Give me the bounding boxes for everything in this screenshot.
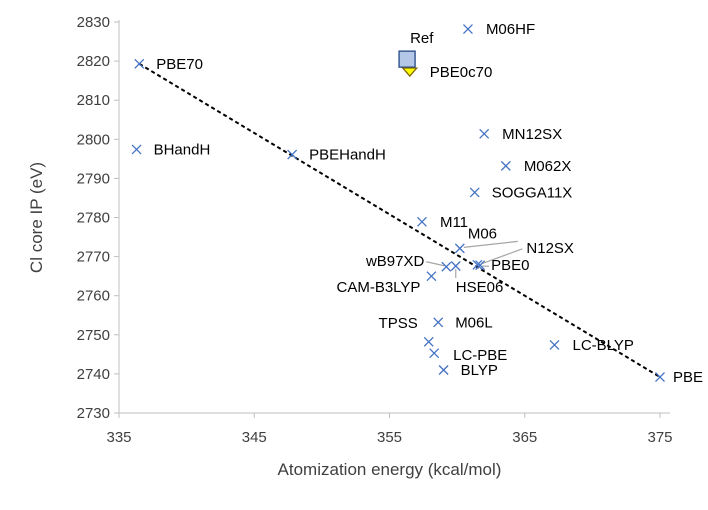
label-bhandh: BHandH xyxy=(154,141,211,158)
label-pbe: PBE xyxy=(673,369,703,386)
label-m062x: M062X xyxy=(524,158,572,175)
label-pbe70: PBE70 xyxy=(156,56,203,73)
point-tpss xyxy=(423,336,434,347)
y-tick-label: 2770 xyxy=(77,249,110,266)
point-pbe70 xyxy=(134,58,145,69)
point-m06hf xyxy=(462,24,473,34)
point-pbe0c70 xyxy=(401,67,419,77)
label-mn12sx: MN12SX xyxy=(502,126,562,143)
label-cam-b3lyp: CAM-B3LYP xyxy=(337,279,421,296)
point-pbe xyxy=(655,372,665,382)
x-tick-label: 355 xyxy=(377,429,402,446)
point-m062x xyxy=(500,160,511,171)
point-lc-blyp xyxy=(549,340,560,350)
x-tick-label: 375 xyxy=(647,429,672,446)
point-bhandh xyxy=(131,144,142,155)
data-points xyxy=(131,24,665,382)
label-lc-pbe: LC-PBE xyxy=(453,347,507,364)
data-labels: PBE70 BHandH PBEHandH M06HF MN12SX M062X SOGGA… xyxy=(154,21,703,386)
leader-line xyxy=(481,248,523,265)
label-tpss: TPSS xyxy=(379,315,418,332)
label-blyp: BLYP xyxy=(461,362,498,379)
trendline xyxy=(138,62,661,378)
leader-lines xyxy=(426,240,523,278)
y-tick-label: 2800 xyxy=(77,131,110,148)
label-lc-blyp: LC-BLYP xyxy=(573,337,634,354)
label-sogga11x: SOGGA11X xyxy=(492,184,573,201)
label-pbe0c70: PBE0c70 xyxy=(430,64,493,81)
point-ref xyxy=(398,50,416,68)
point-pbe0 xyxy=(475,260,486,271)
point-n12sx xyxy=(472,259,483,270)
point-pbehandh xyxy=(287,149,298,160)
label-m06hf: M06HF xyxy=(486,21,535,38)
leader-line xyxy=(426,261,445,267)
label-pbe0: PBE0 xyxy=(491,257,529,274)
axes: 335 345 355 365 375 2730 2740 2750 2760 2770 2780 2… xyxy=(77,14,673,446)
x-tick-label: 335 xyxy=(106,429,131,446)
point-lc-pbe xyxy=(429,348,440,359)
y-tick-label: 2810 xyxy=(77,92,110,109)
point-mn12sx xyxy=(479,128,490,139)
x-axis-title: Atomization energy (kcal/mol) xyxy=(278,460,502,479)
label-n12sx: N12SX xyxy=(526,240,574,257)
label-ref: Ref xyxy=(410,30,434,47)
point-sogga11x xyxy=(469,187,480,198)
x-tick-label: 345 xyxy=(242,429,267,446)
point-blyp xyxy=(438,365,449,375)
label-m11: M11 xyxy=(440,214,468,231)
point-cam-b3lyp xyxy=(426,271,437,282)
y-axis-title: Cl core IP (eV) xyxy=(27,162,46,273)
point-m11 xyxy=(417,216,427,227)
y-tick-label: 2740 xyxy=(77,366,110,383)
point-m06l xyxy=(433,317,444,328)
y-tick-label: 2820 xyxy=(77,53,110,70)
leader-line xyxy=(463,240,518,248)
y-tick-label: 2830 xyxy=(77,14,110,31)
y-tick-label: 2750 xyxy=(77,327,110,344)
label-m06: M06 xyxy=(468,225,497,242)
label-hse06: HSE06 xyxy=(456,279,504,296)
x-tick-label: 365 xyxy=(512,429,537,446)
point-m06 xyxy=(454,243,465,254)
y-tick-label: 2790 xyxy=(77,170,110,187)
y-tick-label: 2730 xyxy=(77,405,110,422)
point-hse06 xyxy=(450,261,461,271)
label-m06l: M06L xyxy=(455,314,493,331)
label-wb97xd: wB97XD xyxy=(365,253,425,270)
point-wb97xd xyxy=(441,261,452,272)
label-pbehandh: PBEHandH xyxy=(309,147,386,164)
y-tick-label: 2780 xyxy=(77,210,110,227)
trendline-layer xyxy=(138,62,661,378)
y-tick-label: 2760 xyxy=(77,288,110,305)
